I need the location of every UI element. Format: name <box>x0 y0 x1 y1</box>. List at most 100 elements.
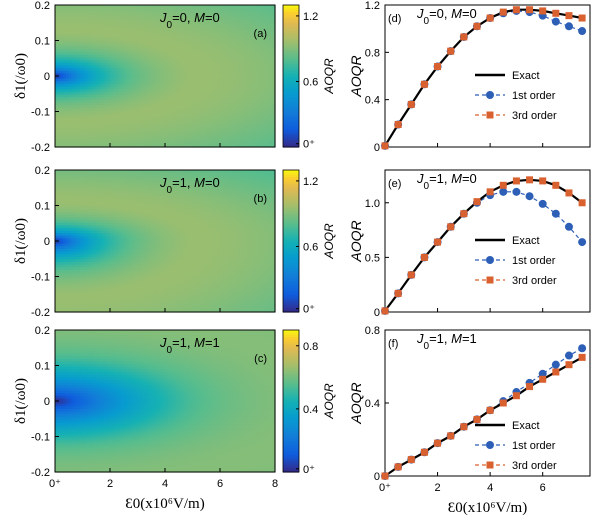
heatmap-cell <box>145 78 150 82</box>
heatmap-cell <box>184 47 188 51</box>
heatmap-cell <box>162 26 166 30</box>
heatmap-cell <box>123 60 128 64</box>
heatmap-cell <box>266 144 271 148</box>
heatmap-cell <box>233 44 238 48</box>
heatmap-cell <box>222 110 227 114</box>
heatmap-cell <box>71 28 75 32</box>
heatmap-cell <box>228 76 232 80</box>
heatmap-cell <box>79 259 84 263</box>
heatmap-cell <box>126 57 130 61</box>
heatmap-cell <box>200 78 205 82</box>
heatmap-cell <box>198 125 202 130</box>
heatmap-cell <box>170 10 174 14</box>
heatmap-cell <box>99 107 103 111</box>
heatmap-cell <box>63 256 67 261</box>
heatmap-cell <box>228 54 232 59</box>
heatmap-cell <box>181 102 185 106</box>
heatmap-cell <box>71 206 75 211</box>
heatmap-cell <box>203 62 207 67</box>
heatmap-cell <box>209 26 213 30</box>
heatmap-cell <box>96 97 100 101</box>
heatmap-cell <box>261 139 265 143</box>
heatmap-cell <box>198 23 202 27</box>
heatmap-cell <box>176 23 180 27</box>
heatmap-cell <box>71 86 75 90</box>
heatmap-cell <box>231 54 235 59</box>
heatmap-cell <box>156 68 161 72</box>
heatmap-cell <box>77 31 81 35</box>
heatmap-cell <box>239 86 243 90</box>
heatmap-cell <box>206 125 210 130</box>
heatmap-cell <box>71 285 75 289</box>
heatmap-cell <box>74 68 78 72</box>
heatmap-cell <box>151 104 155 109</box>
heatmap-cell <box>178 23 183 27</box>
heatmap-cell <box>198 120 202 124</box>
heatmap-cell <box>250 49 254 53</box>
colorbar-cell <box>283 16 299 20</box>
heatmap-cell <box>214 139 218 143</box>
heatmap-cell <box>57 18 62 22</box>
heatmap-cell <box>217 15 221 19</box>
heatmap-cell <box>154 89 158 93</box>
heatmap-cell <box>220 57 224 61</box>
heatmap-cell <box>253 102 257 106</box>
heatmap-cell <box>236 123 240 127</box>
heatmap-cell <box>170 112 174 117</box>
heatmap-cell <box>115 7 119 11</box>
heatmap-cell <box>176 133 180 138</box>
heatmap-cell <box>214 62 218 67</box>
heatmap-cell <box>68 128 73 132</box>
heatmap-cell <box>107 7 111 11</box>
heatmap-cell <box>104 7 108 11</box>
heatmap-cell <box>170 76 174 80</box>
heatmap-cell <box>134 107 139 111</box>
heatmap-cell <box>242 20 246 25</box>
heatmap-cell <box>121 118 125 122</box>
heatmap-cell <box>225 57 229 61</box>
heatmap-cell <box>101 81 106 85</box>
heatmap-cell <box>214 141 218 145</box>
heatmap-cell <box>184 15 188 19</box>
heatmap-cell <box>258 20 262 25</box>
heatmap-cell <box>217 81 221 85</box>
heatmap-cell <box>242 68 246 72</box>
heatmap-cell <box>132 112 136 117</box>
heatmap-cell <box>170 136 174 140</box>
heatmap-cell <box>239 73 243 77</box>
heatmap-cell <box>211 23 216 27</box>
heatmap-cell <box>253 99 257 103</box>
heatmap-cell <box>173 86 177 90</box>
heatmap-cell <box>132 68 136 72</box>
heatmap-cell <box>74 175 78 179</box>
heatmap-cell <box>140 7 144 11</box>
heatmap-cell <box>258 136 262 140</box>
heatmap-cell <box>220 128 224 132</box>
heatmap-cell <box>231 49 235 53</box>
heatmap-cell <box>99 20 103 25</box>
heatmap-cell <box>195 78 199 82</box>
heatmap-cell <box>79 309 84 313</box>
heatmap-cell <box>96 26 100 30</box>
heatmap-cell <box>233 97 238 101</box>
heatmap-cell <box>272 123 276 127</box>
heatmap-cell <box>154 81 158 85</box>
heatmap-cell <box>79 262 84 266</box>
heatmap-cell <box>107 83 111 88</box>
heatmap-cell <box>90 36 95 40</box>
heatmap-cell <box>145 5 150 9</box>
heatmap-cell <box>79 238 84 242</box>
heatmap-cell <box>93 10 97 14</box>
heatmap-cell <box>214 68 218 72</box>
heatmap-cell <box>93 81 97 85</box>
heatmap-cell <box>96 131 100 135</box>
heatmap-cell <box>203 57 207 61</box>
heatmap-cell <box>134 89 139 93</box>
heatmap-cell <box>82 120 86 124</box>
heatmap-cell <box>178 86 183 90</box>
heatmap-cell <box>173 62 177 67</box>
heatmap-cell <box>68 33 73 38</box>
heatmap-cell <box>187 120 191 124</box>
heatmap-cell <box>143 83 147 88</box>
heatmap-cell <box>57 298 62 303</box>
